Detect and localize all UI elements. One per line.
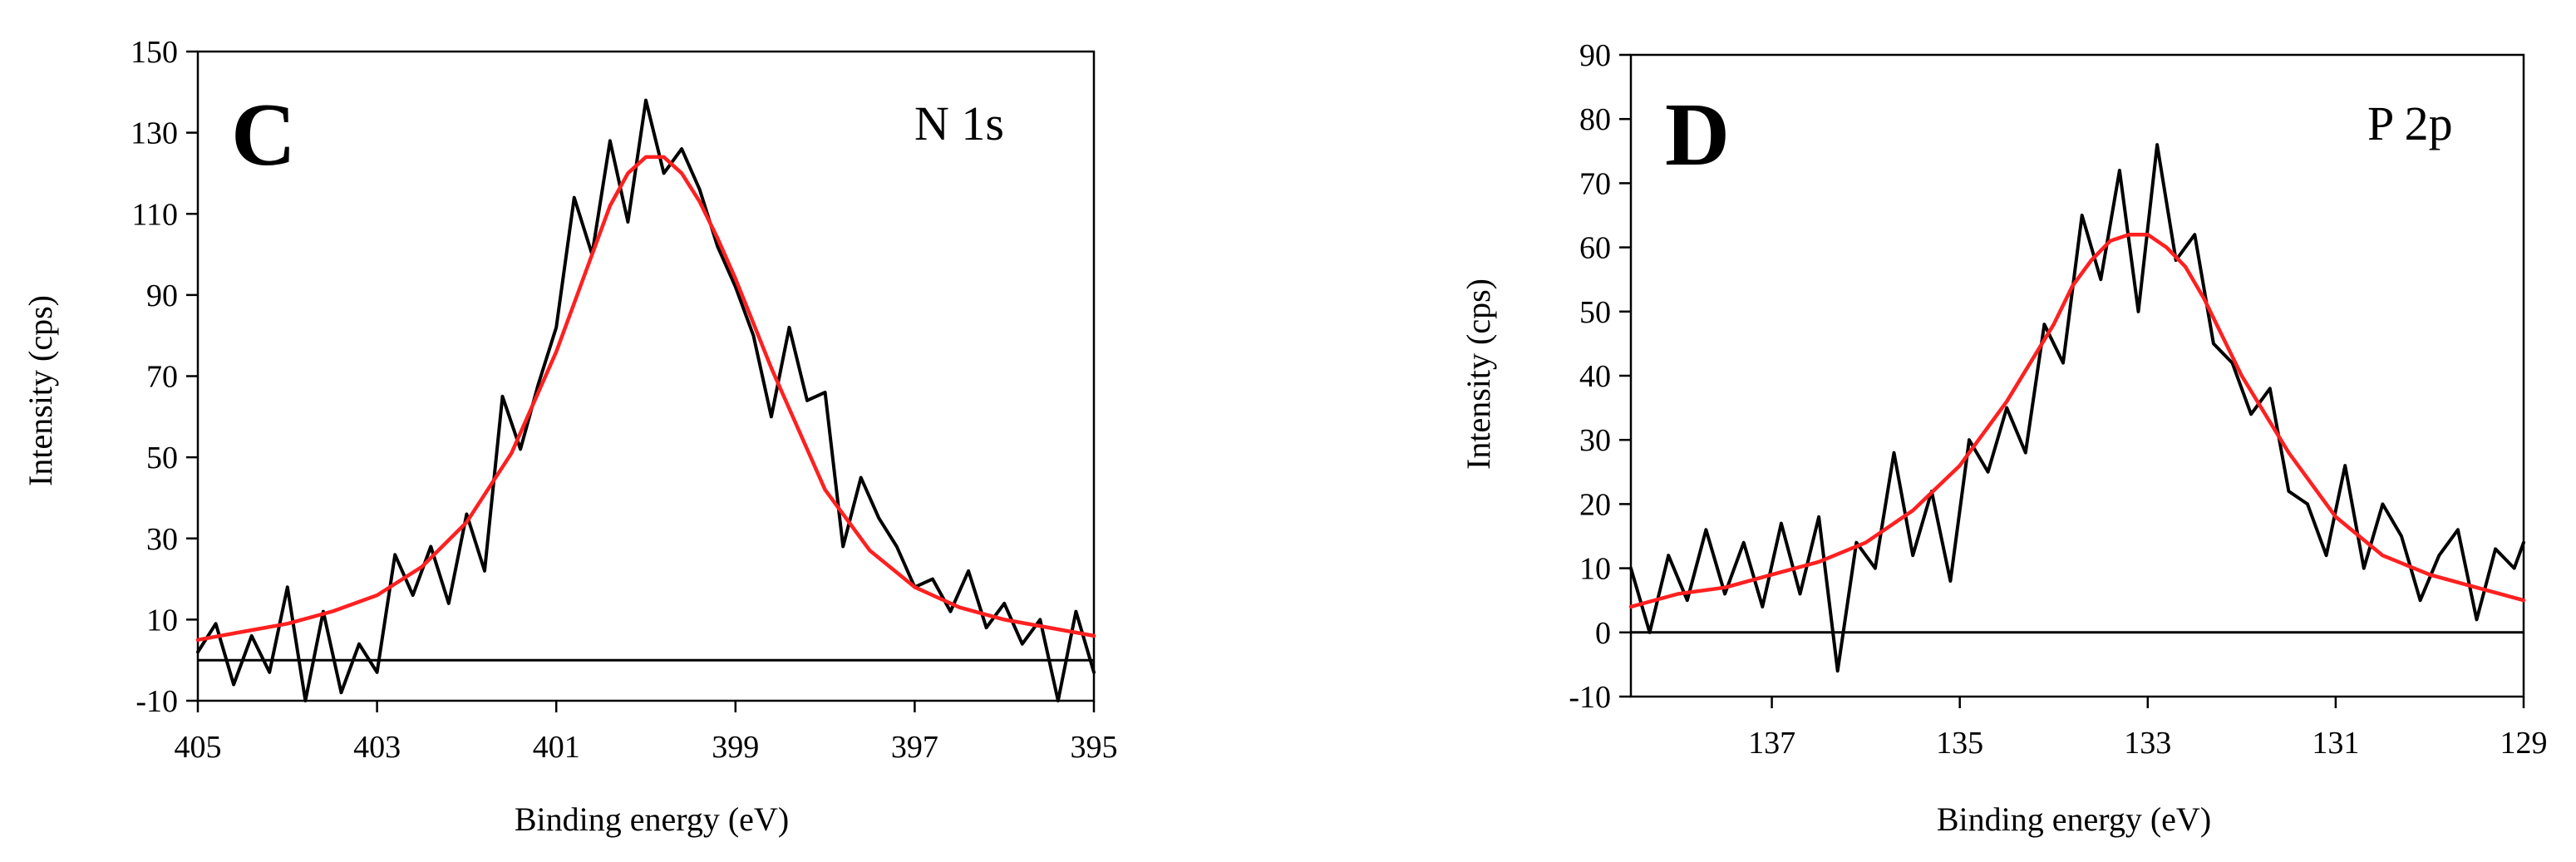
chart-panel-d: D P 2p Binding energy (eV) Intensity (cp…: [1460, 38, 2548, 838]
peak-annotation: P 2p: [2367, 96, 2453, 150]
y-tick-label: 10: [1579, 552, 1611, 587]
y-tick-label: 50: [146, 441, 178, 475]
x-axis-label: Binding energy (eV): [515, 800, 789, 838]
panel-label: D: [1665, 86, 1730, 185]
y-tick-label: 30: [1579, 423, 1611, 458]
series-line-measured: [1629, 143, 2525, 673]
y-tick-label: 70: [1579, 166, 1611, 201]
x-tick-label: 135: [1936, 726, 1983, 761]
x-tick-label: 129: [2500, 726, 2548, 761]
x-tick-label: 405: [175, 730, 222, 765]
y-tick-label: 110: [131, 197, 178, 232]
x-axis-label: Binding energy (eV): [1937, 800, 2211, 838]
y-tick-label: 80: [1579, 102, 1611, 137]
y-tick-label: 150: [131, 35, 178, 70]
x-tick-label: 131: [2312, 726, 2359, 761]
y-axis-label: Intensity (cps): [1460, 278, 1497, 470]
y-axis-label: Intensity (cps): [22, 295, 59, 486]
y-tick-label: -10: [135, 684, 178, 719]
x-tick-label: 397: [891, 730, 938, 765]
peak-annotation: N 1s: [914, 96, 1004, 150]
x-tick-label: 133: [2124, 726, 2171, 761]
y-tick-label: 90: [146, 278, 178, 313]
panel-label: C: [231, 86, 296, 185]
y-tick-label: 20: [1579, 487, 1611, 522]
y-tick-label: 10: [146, 603, 178, 638]
x-tick-label: 395: [1071, 730, 1118, 765]
chart-panel-c: C N 1s Binding energy (eV) Intensity (cp…: [22, 35, 1118, 838]
x-tick-label: 399: [712, 730, 759, 765]
x-tick-label: 137: [1748, 726, 1795, 761]
y-tick-label: 0: [1595, 616, 1611, 651]
y-tick-label: 50: [1579, 295, 1611, 330]
y-tick-label: -10: [1569, 680, 1611, 715]
y-tick-label: 60: [1579, 231, 1611, 266]
x-tick-label: 403: [353, 730, 401, 765]
y-tick-label: 30: [146, 522, 178, 557]
y-tick-label: 40: [1579, 359, 1611, 394]
series-line-fit: [195, 155, 1096, 643]
y-tick-label: 130: [131, 116, 178, 151]
y-tick-label: 90: [1579, 38, 1611, 73]
y-tick-label: 70: [146, 360, 178, 395]
series-line-fit: [1628, 232, 2526, 609]
x-tick-label: 401: [533, 730, 580, 765]
